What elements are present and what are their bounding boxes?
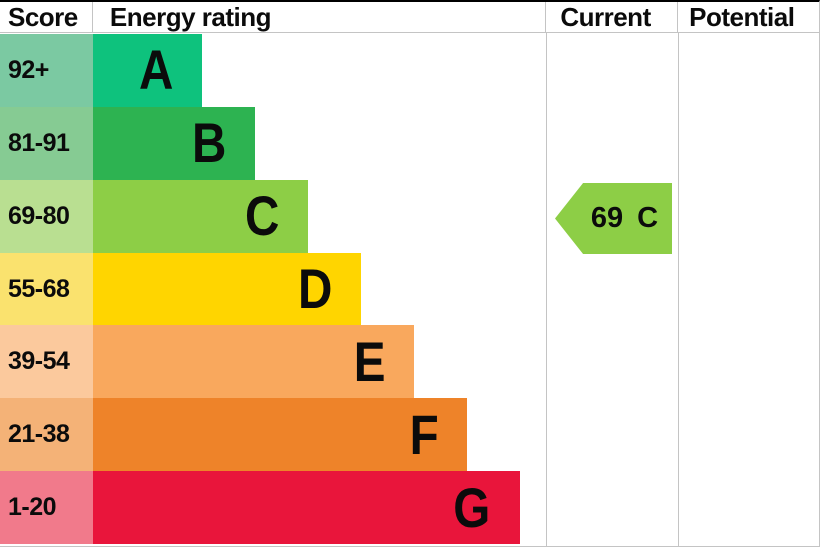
band-letter: C — [244, 184, 279, 248]
band-row-a: 92+ A — [0, 34, 819, 107]
band-letter: D — [297, 257, 332, 320]
band-rows: 92+ A 81-91 B 69-80 C 55-68 D 39-54 E 21… — [0, 34, 819, 545]
band-row-d: 55-68 D — [0, 252, 819, 326]
band-score-range: 81-91 — [0, 106, 93, 180]
band-bar: F — [93, 398, 467, 472]
band-row-f: 21-38 F — [0, 398, 819, 472]
band-row-g: 1-20 G — [0, 471, 819, 545]
energy-rating-column-header: Energy rating — [109, 1, 272, 32]
current-column-divider — [546, 33, 547, 546]
band-letter: E — [353, 329, 386, 393]
band-row-e: 39-54 E — [0, 325, 819, 399]
band-bar: E — [93, 325, 414, 399]
band-bar: G — [93, 471, 520, 545]
band-letter: A — [138, 38, 173, 102]
band-score-range: 92+ — [0, 34, 93, 107]
band-score-range: 1-20 — [0, 471, 93, 545]
band-letter: B — [191, 111, 226, 175]
table-header: Score Energy rating Current Potential — [0, 2, 819, 33]
band-letter: G — [453, 475, 491, 539]
current-rating-value: 69 — [590, 202, 624, 234]
band-bar: C — [93, 179, 308, 253]
band-score-range: 39-54 — [0, 325, 93, 399]
band-bar: D — [93, 252, 361, 326]
potential-column-divider — [678, 33, 679, 546]
band-score-range: 69-80 — [0, 179, 93, 253]
band-bar: A — [93, 34, 202, 107]
score-column-header: Score — [0, 2, 93, 32]
band-row-c: 69-80 C — [0, 179, 819, 253]
current-column-header: Current — [545, 2, 677, 32]
band-bar: B — [93, 106, 255, 180]
current-rating-arrow: 69 C — [555, 183, 672, 254]
band-score-range: 21-38 — [0, 398, 93, 472]
band-score-range: 55-68 — [0, 252, 93, 326]
band-letter: F — [409, 402, 439, 466]
band-row-b: 81-91 B — [0, 106, 819, 180]
potential-column-header: Potential — [677, 2, 819, 32]
current-rating-letter: C — [637, 202, 659, 234]
